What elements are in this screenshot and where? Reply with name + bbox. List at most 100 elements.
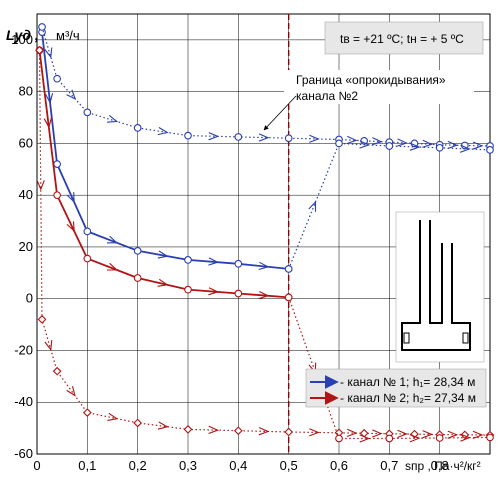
series-arrow [208, 287, 220, 296]
series-point [233, 426, 243, 436]
series-point [184, 131, 192, 140]
series-arrow [409, 142, 421, 151]
y-tick-label: 100 [11, 32, 33, 47]
series-point [486, 146, 494, 154]
series-arrow [309, 428, 320, 437]
series-point [133, 246, 142, 255]
series-arrow [157, 250, 169, 259]
series-point [234, 133, 243, 141]
series-arrow [472, 141, 484, 150]
y-tick-label: 0 [26, 291, 33, 306]
series-arrow [397, 138, 408, 147]
series-arrow [372, 429, 383, 438]
series-arrow [309, 134, 320, 143]
boundary-label-box [284, 70, 474, 104]
series-point [183, 425, 193, 434]
series-arrow [346, 428, 358, 438]
series-point [284, 293, 293, 302]
y-tick-label: -20 [14, 342, 33, 357]
x-tick-label: 0,7 [380, 458, 398, 473]
x-tick-label: 0 [33, 458, 40, 473]
series-arrow [106, 262, 119, 271]
series-point [184, 256, 192, 264]
series-point [335, 139, 343, 148]
series-point [184, 285, 192, 294]
series-arrow [208, 257, 220, 266]
series-arrow [447, 140, 459, 150]
legend-label-channel-2: - канал № 2; h₂= 27,34 м [340, 391, 476, 405]
y-tick-label: 40 [19, 187, 33, 202]
y-axis-unit: м³/ч [56, 28, 80, 43]
x-tick-label: 0,5 [280, 458, 298, 473]
series-arrow [45, 93, 54, 105]
series-point [82, 408, 92, 417]
series-arrow [66, 192, 75, 204]
series-point [234, 259, 243, 268]
boundary-label-line2: канала №2 [296, 89, 358, 103]
series-arrow [447, 430, 459, 439]
boundary-label-arrow [263, 95, 297, 131]
series-arrow [66, 385, 76, 397]
chimney-diagram [395, 211, 485, 363]
series-point [284, 134, 293, 143]
x-tick-label: 0,1 [78, 458, 96, 473]
series-arrow [157, 421, 169, 430]
y-tick-label: 60 [19, 135, 33, 150]
y-tick-label: 80 [19, 84, 33, 99]
series-arrow [308, 200, 317, 212]
series-arrow [472, 430, 484, 440]
series-point [53, 191, 61, 200]
series-layer [35, 23, 495, 443]
x-tick-label: 0,2 [129, 458, 147, 473]
series-point [385, 142, 394, 150]
series-point [284, 427, 294, 437]
conditions-text: tв = +21 ºC; tн = + 5 ºC [340, 32, 464, 46]
series-arrow [157, 127, 169, 136]
series-arrow [44, 47, 53, 59]
series-arrow [258, 133, 270, 142]
series-arrow [107, 412, 119, 421]
series-arrow [371, 137, 383, 146]
series-point [385, 434, 394, 443]
series-1 [38, 23, 494, 150]
series-point [234, 289, 243, 298]
series-arrow [422, 430, 434, 439]
series-arrow [208, 132, 220, 141]
conditions-box [324, 21, 484, 55]
legend: - канал № 1; h₁= 28,34 м - канал № 2; h₂… [305, 368, 487, 408]
series-arrow [359, 140, 371, 149]
series-point [53, 160, 61, 168]
series-arrow [36, 180, 45, 191]
series-arrow [106, 235, 119, 244]
series-5 [284, 293, 494, 443]
y-tick-label: 20 [19, 239, 33, 254]
series-arrow [107, 114, 119, 123]
series-arrow [460, 433, 471, 442]
series-line [288, 142, 491, 270]
legend-label-channel-1: - канал № 1; h₁= 28,34 м [340, 375, 475, 389]
series-arrow [258, 291, 270, 300]
series-arrow [44, 339, 53, 352]
series-arrow [43, 117, 52, 129]
y-tick-label: -60 [14, 446, 33, 461]
x-tick-label: 0,6 [330, 458, 348, 473]
boundary-label-line1: Граница «опрокидывания» [296, 73, 446, 87]
series-point [486, 433, 494, 442]
series-point [435, 434, 444, 442]
series-point [133, 124, 142, 132]
series-arrow [359, 434, 371, 443]
series-arrow [258, 261, 270, 271]
series-point [37, 315, 47, 324]
series-arrow [460, 144, 471, 153]
y-axis-title: Lуд , [6, 27, 39, 43]
series-arrow [422, 139, 434, 148]
x-axis-title: sпр , Па·ч²/кг² [405, 459, 481, 473]
series-point [83, 108, 92, 117]
series-arrow [157, 278, 169, 287]
series-point [335, 434, 343, 443]
series-point [52, 366, 62, 376]
series-point [38, 23, 46, 31]
series-point [35, 45, 44, 55]
series-arrow [208, 425, 220, 435]
series-2 [284, 139, 494, 273]
